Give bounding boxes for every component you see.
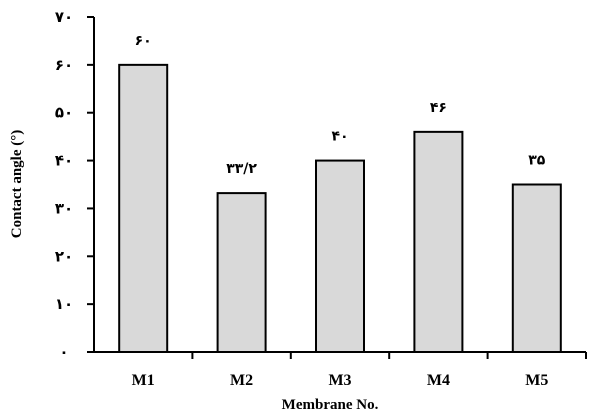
y-tick-label: ۱۰ xyxy=(55,295,73,313)
bar-m4 xyxy=(413,130,464,353)
bar-m1 xyxy=(118,63,169,353)
y-tick-label: ۳۰ xyxy=(55,199,73,217)
bars-group xyxy=(118,63,562,353)
x-tick-label-m4: M4 xyxy=(427,372,450,389)
bar-m3 xyxy=(315,159,365,353)
x-axis-title: Membrane No. xyxy=(282,397,379,413)
data-label-m5: ۳۵ xyxy=(528,153,546,169)
data-label-m2: ۳۳/۲ xyxy=(226,161,257,177)
y-tick-label: ۵۰ xyxy=(55,104,73,122)
data-label-m1: ۶۰ xyxy=(135,33,152,49)
y-tick-label: ۰ xyxy=(59,343,68,361)
bar-m2 xyxy=(216,192,267,353)
y-tick-label: ۴۰ xyxy=(55,152,73,170)
x-tick-label-m2: M2 xyxy=(230,372,253,389)
bar-m5 xyxy=(511,183,562,353)
data-label-m3: ۴۰ xyxy=(331,129,348,145)
x-ticks-group: M1 M2 M3 M4 M5 xyxy=(132,352,587,389)
x-tick-label-m3: M3 xyxy=(328,372,351,389)
y-tick-label: ۷۰ xyxy=(55,8,73,26)
x-tick-label-m5: M5 xyxy=(525,372,548,389)
y-ticks-group: ۰ ۱۰ ۲۰ ۳۰ ۴۰ ۵۰ ۶۰ ۷۰ xyxy=(55,8,94,361)
data-label-m4: ۴۶ xyxy=(430,100,447,116)
y-tick-label: ۶۰ xyxy=(55,56,73,74)
x-tick-label-m1: M1 xyxy=(132,372,155,389)
y-tick-label: ۲۰ xyxy=(55,247,73,265)
y-axis-title: Contact angle (°) xyxy=(9,130,25,238)
data-labels-group: ۶۰ ۳۳/۲ ۴۰ ۴۶ ۳۵ xyxy=(135,33,546,177)
